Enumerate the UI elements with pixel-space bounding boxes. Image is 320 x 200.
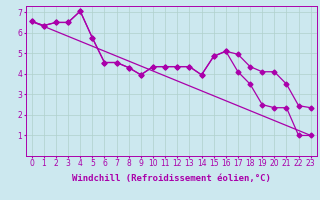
X-axis label: Windchill (Refroidissement éolien,°C): Windchill (Refroidissement éolien,°C): [72, 174, 271, 183]
